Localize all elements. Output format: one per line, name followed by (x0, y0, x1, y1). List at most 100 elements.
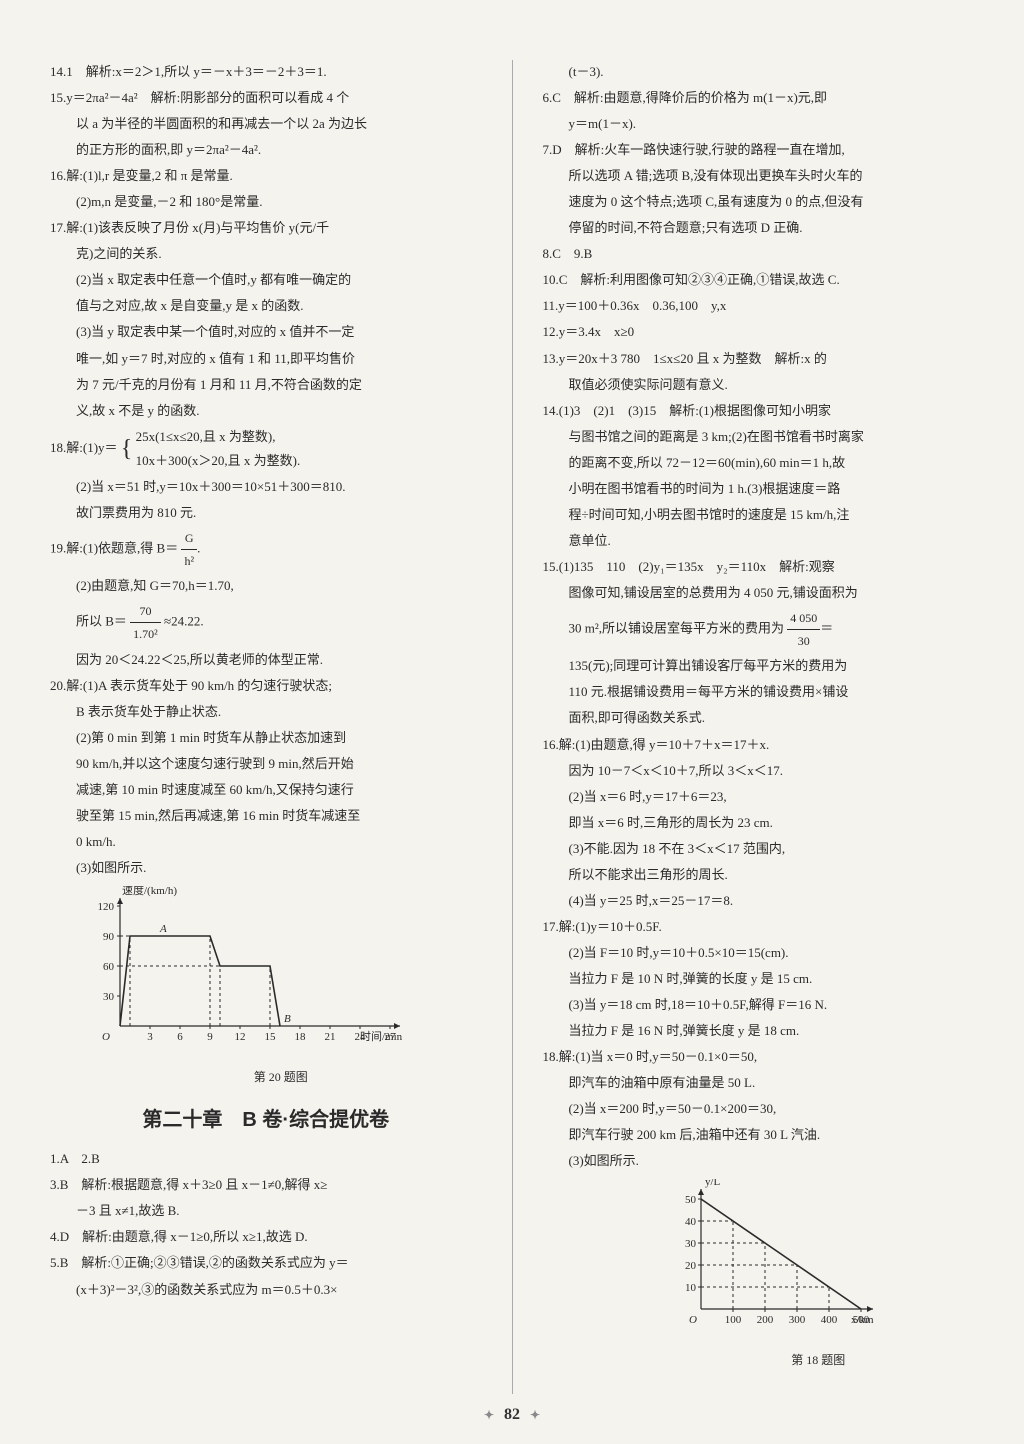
svg-text:400: 400 (820, 1314, 837, 1326)
svg-text:x/km: x/km (851, 1314, 874, 1326)
item-r6-line1: 6.C 解析:由题意,得降价后的价格为 m(1－x)元,即 (543, 86, 975, 110)
page-number-value: 82 (504, 1406, 520, 1423)
svg-text:12: 12 (235, 1031, 246, 1043)
item-r15-line4: 135(元);同理可计算出铺设客厅每平方米的费用为 (543, 654, 975, 678)
item-r6-line2: y＝m(1－x). (543, 112, 975, 136)
item-17-line6: 唯一,如 y＝7 时,对应的 x 值有 1 和 11,即平均售价 (50, 347, 482, 371)
svg-text:O: O (102, 1031, 110, 1043)
page-number: ✦ 82 ✦ (478, 1400, 546, 1430)
figure-18: 1020304050100200300400500Oy/Lx/km 第 18 题… (663, 1179, 975, 1371)
left-column: 14.1 解析:x＝2＞1,所以 y＝－x＋3＝－2＋3＝1. 15.y＝2πa… (50, 60, 482, 1394)
item-17-line1: 17.解:(1)该表反映了月份 x(月)与平均售价 y(元/千 (50, 216, 482, 240)
svg-text:15: 15 (265, 1031, 277, 1043)
item-r14-line2: 与图书馆之间的距离是 3 km;(2)在图书馆看书时离家 (543, 425, 975, 449)
svg-text:A: A (159, 923, 167, 935)
item-r17-line3: 当拉力 F 是 10 N 时,弹簧的长度 y 是 15 cm. (543, 967, 975, 991)
item-19-line3: 所以 B＝ 701.70² ≈24.22. (50, 600, 482, 645)
item-b3-line1: 3.B 解析:根据题意,得 x＋3≥0 且 x－1≠0,解得 x≥ (50, 1173, 482, 1197)
item-r7-line2: 所以选项 A 错;选项 B,没有体现出更换车头时火车的 (543, 164, 975, 188)
item-19-approx: ≈24.22. (164, 614, 204, 629)
item-r15-prefix: 30 m²,所以铺设居室每平方米的费用为 (569, 621, 785, 636)
item-20-line8: (3)如图所示. (50, 856, 482, 880)
svg-text:y/L: y/L (705, 1179, 721, 1188)
ornament-right-icon: ✦ (530, 1408, 540, 1422)
item-b5-line1: 5.B 解析:①正确;②③错误,②的函数关系式应为 y＝ (50, 1251, 482, 1275)
section-title-chapter20b: 第二十章 B 卷·综合提优卷 (50, 1102, 482, 1139)
svg-text:100: 100 (724, 1314, 741, 1326)
item-r15-line2: 图像可知,铺设居室的总费用为 4 050 元,铺设面积为 (543, 581, 975, 605)
item-15-line3: 的正方形的面积,即 y＝2πa²－4a². (50, 138, 482, 162)
item-b4: 4.D 解析:由题意,得 x－1≥0,所以 x≥1,故选 D. (50, 1225, 482, 1249)
item-r7-line1: 7.D 解析:火车一路快速行驶,行驶的路程一直在增加, (543, 138, 975, 162)
item-19-so: 所以 B＝ (76, 614, 127, 629)
item-r16-line3: (2)当 x＝6 时,y＝17＋6＝23, (543, 785, 975, 809)
item-18-line5: 故门票费用为 810 元. (50, 501, 482, 525)
item-18-prefix: 18.解:(1)y＝ (50, 440, 118, 455)
item-19-line1: 19.解:(1)依题意,得 B＝ Gh². (50, 527, 482, 572)
item-r18-line1: 18.解:(1)当 x＝0 时,y＝50－0.1×0＝50, (543, 1045, 975, 1069)
item-r7-line4: 停留的时间,不符合题意;只有选项 D 正确. (543, 216, 975, 240)
item-17-line5: (3)当 y 取定表中某一个值时,对应的 x 值并不一定 (50, 320, 482, 344)
item-15-line1: 15.y＝2πa²－4a² 解析:阴影部分的面积可以看成 4 个 (50, 86, 482, 110)
svg-text:60: 60 (103, 961, 115, 973)
item-18-case2: 10x＋300(x＞20,且 x 为整数). (136, 449, 301, 473)
chart-18-svg: 1020304050100200300400500Oy/Lx/km (663, 1179, 893, 1339)
item-r10: 10.C 解析:利用图像可知②③④正确,①错误,故选 C. (543, 268, 975, 292)
item-19-line2: (2)由题意,知 G＝70,h＝1.70, (50, 574, 482, 598)
item-r17-line2: (2)当 F＝10 时,y＝10＋0.5×10＝15(cm). (543, 941, 975, 965)
item-r18-line4: 即汽车行驶 200 km 后,油箱中还有 30 L 汽油. (543, 1123, 975, 1147)
chart-20-svg: 306090120369121518212427ABO速度/(km/h)时间/m… (80, 886, 420, 1056)
item-b1: 1.A 2.B (50, 1147, 482, 1171)
item-r18-line3: (2)当 x＝200 时,y＝50－0.1×200＝30, (543, 1097, 975, 1121)
fraction-70-170: 701.70² (130, 600, 161, 645)
svg-text:时间/min: 时间/min (360, 1030, 403, 1043)
item-r0: (t－3). (543, 60, 975, 84)
item-18-case1: 25x(1≤x≤20,且 x 为整数), (136, 425, 301, 449)
item-16-line1: 16.解:(1)l,r 是变量,2 和 π 是常量. (50, 164, 482, 188)
item-r11: 11.y＝100＋0.36x 0.36,100 y,x (543, 294, 975, 318)
item-r15-line5: 110 元.根据铺设费用＝每平方米的铺设费用×铺设 (543, 680, 975, 704)
item-r13-line2: 取值必须使实际问题有意义. (543, 373, 975, 397)
item-r7-line3: 速度为 0 这个特点;选项 C,虽有速度为 0 的点,但没有 (543, 190, 975, 214)
item-20-line2: B 表示货车处于静止状态. (50, 700, 482, 724)
item-r15-line3: 30 m²,所以铺设居室每平方米的费用为 4 05030＝ (543, 607, 975, 652)
item-20-line3: (2)第 0 min 到第 1 min 时货车从静止状态加速到 (50, 726, 482, 750)
svg-text:40: 40 (685, 1216, 697, 1228)
item-r16-line1: 16.解:(1)由题意,得 y＝10＋7＋x＝17＋x. (543, 733, 975, 757)
item-19-prefix: 19.解:(1)依题意,得 B＝ (50, 541, 178, 556)
figure-20-caption: 第 20 题图 (80, 1066, 482, 1088)
svg-text:18: 18 (295, 1031, 307, 1043)
item-17-line8: 义,故 x 不是 y 的函数. (50, 399, 482, 423)
fraction-4050-30: 4 05030 (787, 607, 820, 652)
item-b5-line2: (x＋3)²－3²,③的函数关系式应为 m＝0.5＋0.3× (50, 1278, 482, 1302)
item-r14-line4: 小明在图书馆看书的时间为 1 h.(3)根据速度＝路 (543, 477, 975, 501)
item-r13-line1: 13.y＝20x＋3 780 1≤x≤20 且 x 为整数 解析:x 的 (543, 347, 975, 371)
item-r8: 8.C 9.B (543, 242, 975, 266)
svg-text:20: 20 (685, 1260, 697, 1272)
item-r12: 12.y＝3.4x x≥0 (543, 320, 975, 344)
fraction-g-h2: Gh² (181, 527, 197, 572)
svg-text:9: 9 (207, 1031, 213, 1043)
item-r15-line1: 15.(1)135 110 (2)y₁＝135x y₂＝110x 解析:观察 (543, 555, 975, 579)
svg-text:120: 120 (98, 901, 115, 913)
item-r17-line1: 17.解:(1)y＝10＋0.5F. (543, 915, 975, 939)
item-14: 14.1 解析:x＝2＞1,所以 y＝－x＋3＝－2＋3＝1. (50, 60, 482, 84)
item-19-line5: 因为 20＜24.22＜25,所以黄老师的体型正常. (50, 648, 482, 672)
item-r14-line3: 的距离不变,所以 72－12＝60(min),60 min＝1 h,故 (543, 451, 975, 475)
item-17-line7: 为 7 元/千克的月份有 1 月和 11 月,不符合函数的定 (50, 373, 482, 397)
svg-text:B: B (284, 1013, 291, 1025)
item-16-line2: (2)m,n 是变量,－2 和 180°是常量. (50, 190, 482, 214)
svg-text:50: 50 (685, 1194, 697, 1206)
item-r17-line5: 当拉力 F 是 16 N 时,弹簧长度 y 是 18 cm. (543, 1019, 975, 1043)
item-r18-line5: (3)如图所示. (543, 1149, 975, 1173)
item-17-line4: 值与之对应,故 x 是自变量,y 是 x 的函数. (50, 294, 482, 318)
svg-text:6: 6 (177, 1031, 183, 1043)
item-r16-line5: (3)不能.因为 18 不在 3＜x＜17 范围内, (543, 837, 975, 861)
item-r14-line1: 14.(1)3 (2)1 (3)15 解析:(1)根据图像可知小明家 (543, 399, 975, 423)
page-container: 14.1 解析:x＝2＞1,所以 y＝－x＋3＝－2＋3＝1. 15.y＝2πa… (50, 60, 974, 1394)
svg-text:10: 10 (685, 1282, 697, 1294)
item-20-line7: 0 km/h. (50, 830, 482, 854)
figure-18-caption: 第 18 题图 (663, 1349, 975, 1371)
ornament-left-icon: ✦ (484, 1408, 494, 1422)
item-20-line5: 减速,第 10 min 时速度减至 60 km/h,又保持匀速行 (50, 778, 482, 802)
